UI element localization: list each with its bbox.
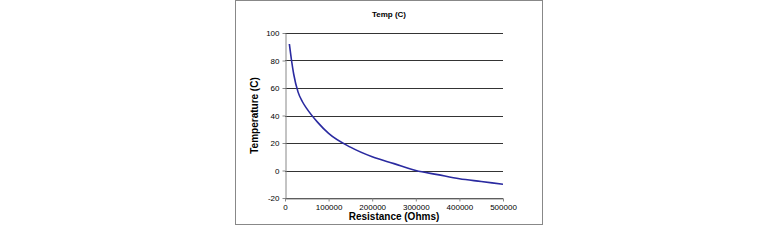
chart: -200204060801000100000200000300000400000… bbox=[0, 0, 778, 226]
x-tick-mark bbox=[459, 199, 460, 202]
x-tick: 0 bbox=[283, 199, 288, 213]
x-tick: 400000 bbox=[447, 199, 474, 213]
grid-line bbox=[285, 88, 503, 89]
y-tick-mark bbox=[283, 61, 286, 62]
grid-line bbox=[285, 33, 503, 34]
y-tick-label: 60 bbox=[271, 84, 280, 93]
y-tick: 100 bbox=[266, 29, 285, 38]
x-tick-label: 100000 bbox=[316, 203, 343, 212]
x-tick: 100000 bbox=[316, 199, 343, 213]
y-tick-label: 40 bbox=[271, 112, 280, 121]
y-tick-mark bbox=[283, 171, 286, 172]
x-tick-label: 400000 bbox=[447, 203, 474, 212]
x-tick-mark bbox=[285, 199, 286, 202]
x-tick-label: 0 bbox=[283, 203, 288, 212]
grid-line bbox=[285, 171, 503, 172]
y-axis: -20 0 20 40 60 80 100 bbox=[266, 29, 286, 203]
plot-area bbox=[289, 44, 503, 184]
y-tick: 60 bbox=[271, 84, 286, 93]
x-tick: 500000 bbox=[490, 199, 517, 213]
y-tick: -20 bbox=[268, 194, 286, 203]
y-tick-mark bbox=[283, 116, 286, 117]
y-tick: 80 bbox=[271, 57, 286, 66]
y-tick-mark bbox=[283, 33, 286, 34]
data-line bbox=[289, 44, 503, 184]
y-tick: 40 bbox=[271, 112, 286, 121]
chart-title: Temp (C) bbox=[372, 10, 406, 19]
grid bbox=[285, 34, 503, 199]
grid-line bbox=[285, 143, 503, 144]
y-tick-mark bbox=[283, 143, 286, 144]
x-tick-label: 500000 bbox=[490, 203, 517, 212]
y-tick-label: 20 bbox=[271, 139, 280, 148]
grid-line bbox=[285, 60, 503, 61]
y-tick-mark bbox=[283, 88, 286, 89]
grid-line bbox=[285, 198, 503, 199]
y-tick-label: -20 bbox=[268, 194, 280, 203]
x-axis-title: Resistance (Ohms) bbox=[349, 211, 440, 222]
y-tick-label: 80 bbox=[271, 57, 280, 66]
grid-line bbox=[285, 116, 503, 117]
y-axis-line bbox=[286, 34, 287, 199]
x-tick-mark bbox=[372, 199, 373, 202]
y-tick: 20 bbox=[271, 139, 286, 148]
x-tick-mark bbox=[416, 199, 417, 202]
y-tick-label: 100 bbox=[266, 29, 280, 38]
y-tick-label: 0 bbox=[275, 167, 280, 176]
x-tick-mark bbox=[503, 199, 504, 202]
y-axis-title: Temperature (C) bbox=[249, 77, 260, 154]
x-tick-mark bbox=[329, 199, 330, 202]
x-axis-line bbox=[286, 199, 504, 200]
chart-frame bbox=[236, 1, 543, 225]
y-tick: 0 bbox=[275, 167, 285, 176]
